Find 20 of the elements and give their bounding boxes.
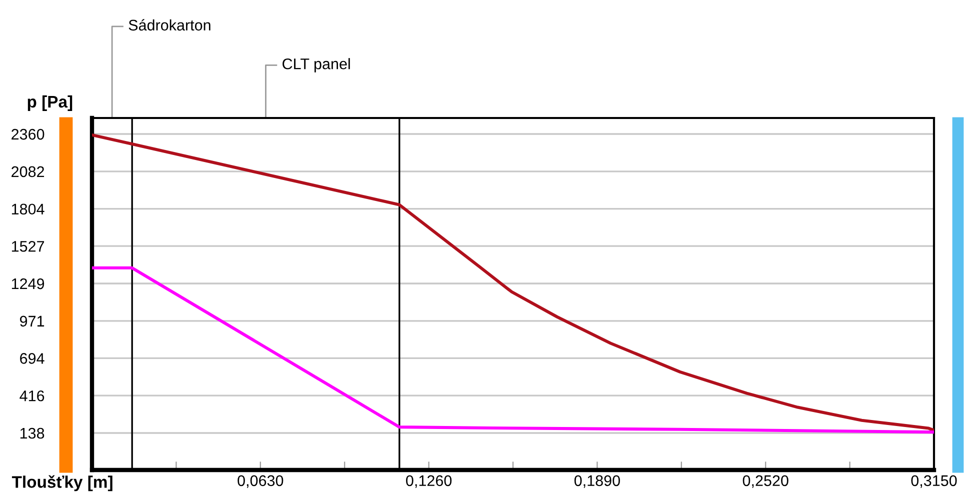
y-tick-label: 1527 [12, 240, 44, 252]
y-tick-label: 1249 [12, 278, 44, 290]
x-tick-label: 0,1260 [406, 475, 452, 488]
y-tick-label: 2360 [12, 128, 44, 140]
x-tick-label: 0,1890 [574, 475, 620, 488]
y-tick-label: 2082 [12, 166, 44, 178]
line-series [92, 133, 934, 432]
x-tick-label: 0,3150 [911, 475, 957, 488]
y-tick-label: 694 [20, 353, 44, 364]
x-tick-label: 0,0630 [238, 475, 284, 488]
text: Sádrokarton [128, 19, 210, 31]
y-tick-label: 971 [20, 316, 44, 327]
x-axis-title: Tloušťky [m] [12, 475, 112, 492]
y-tick-label: 1804 [12, 204, 44, 215]
line-series [92, 266, 934, 434]
y-axis-title: p [Pa] [28, 95, 72, 111]
y-tick-label: 416 [20, 390, 44, 402]
x-tick-label: 0,2520 [742, 475, 788, 488]
text: CLT panel [282, 58, 350, 72]
y-tick-label: 138 [20, 428, 44, 439]
